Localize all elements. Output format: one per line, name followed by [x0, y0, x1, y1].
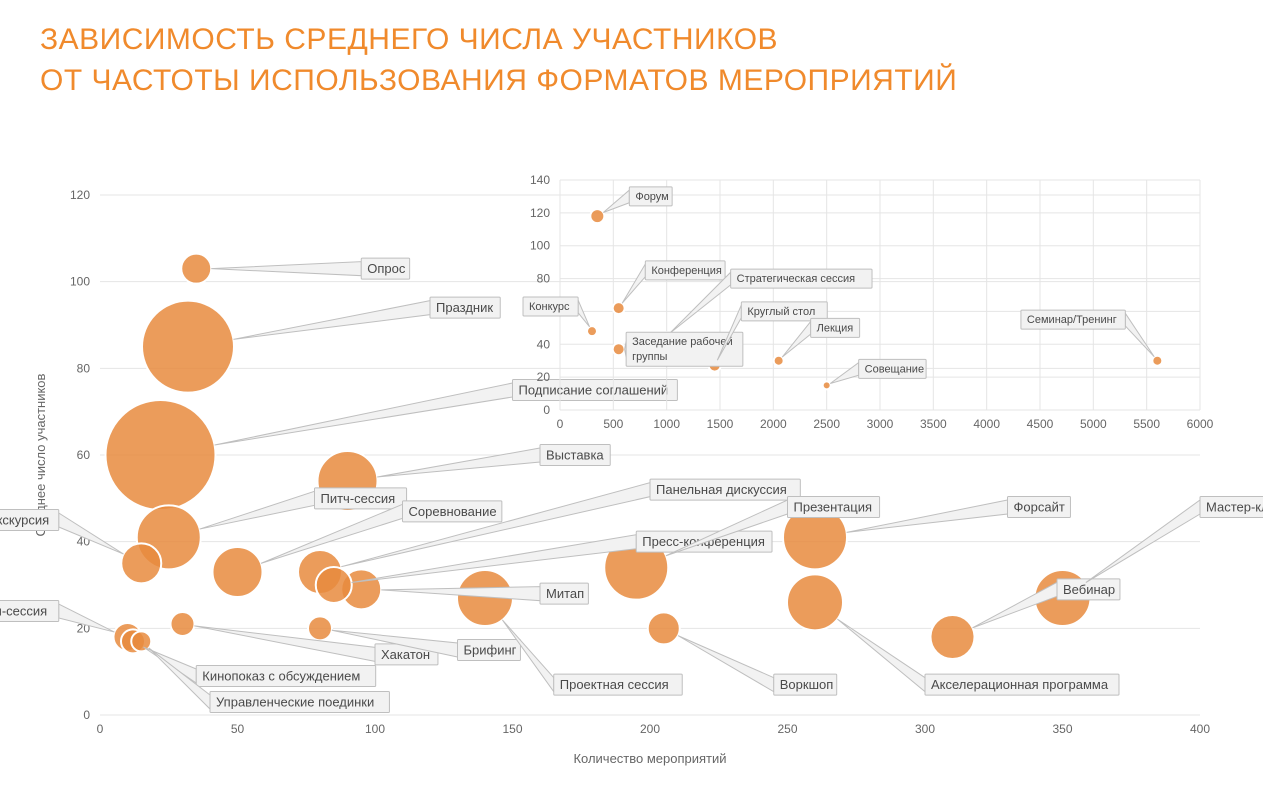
svg-text:100: 100 [530, 239, 550, 253]
bubble-label: Семинар/Тренинг [1027, 314, 1117, 326]
svg-text:50: 50 [231, 722, 245, 736]
svg-text:5500: 5500 [1133, 417, 1160, 431]
svg-text:2000: 2000 [760, 417, 787, 431]
bubble [787, 574, 843, 630]
svg-text:400: 400 [1190, 722, 1210, 736]
bubble [613, 302, 625, 314]
bubble [106, 400, 216, 510]
bubble-label: Выставка [546, 448, 604, 463]
svg-text:1500: 1500 [707, 417, 734, 431]
bubble [648, 612, 680, 644]
main-bubble-chart: 0 20 40 60 80 100 120 0 50 100 150 200 250 300 350 400 К… [0, 0, 1263, 810]
svg-text:0: 0 [97, 722, 104, 736]
bubble [590, 209, 604, 223]
svg-text:6000: 6000 [1187, 417, 1214, 431]
svg-text:5000: 5000 [1080, 417, 1107, 431]
svg-text:4500: 4500 [1027, 417, 1054, 431]
bubble-label: Питч-сессия [321, 491, 396, 506]
bubble-label: Подписание соглашений [519, 383, 669, 398]
bubble [131, 631, 151, 651]
bubble-label: Презентация [794, 500, 873, 515]
bubble-label: Опрос [367, 261, 406, 276]
svg-text:140: 140 [530, 173, 550, 187]
bubble [308, 616, 332, 640]
svg-text:60: 60 [77, 448, 91, 462]
bubble-label: Форум [635, 191, 668, 203]
svg-text:80: 80 [537, 272, 551, 286]
bubble [1152, 356, 1162, 366]
bubble-label: Дизайн-сессия [0, 604, 47, 619]
svg-text:2500: 2500 [813, 417, 840, 431]
bubble-label: Круглый стол [747, 306, 815, 318]
svg-text:80: 80 [77, 361, 91, 375]
svg-text:300: 300 [915, 722, 935, 736]
svg-text:Количество мероприятий: Количество мероприятий [573, 751, 726, 766]
bubble [316, 567, 352, 603]
bubble-label: Акселерационная программа [931, 677, 1109, 692]
svg-text:40: 40 [537, 337, 551, 351]
bubble-label: Соревнование [409, 504, 497, 519]
bubble-label: группы [632, 351, 667, 363]
svg-text:0: 0 [543, 403, 550, 417]
bubble [823, 381, 831, 389]
bubble-label: Конкурс [529, 301, 570, 313]
svg-text:120: 120 [70, 188, 90, 202]
bubble-label: Вебинар [1063, 582, 1115, 597]
bubble-label: Экскурсия [0, 513, 49, 528]
bubble-label: Заседание рабочей [632, 336, 732, 348]
bubble-label: Управленческие поединки [216, 695, 374, 710]
svg-text:350: 350 [1052, 722, 1072, 736]
svg-text:200: 200 [640, 722, 660, 736]
bubble [931, 615, 975, 659]
svg-text:120: 120 [530, 206, 550, 220]
svg-text:250: 250 [777, 722, 797, 736]
bubble [613, 343, 625, 355]
bubble [121, 543, 161, 583]
svg-text:0: 0 [557, 417, 564, 431]
svg-text:150: 150 [502, 722, 522, 736]
bubble-label: Проектная сессия [560, 677, 669, 692]
svg-text:3000: 3000 [867, 417, 894, 431]
bubble [142, 301, 234, 393]
svg-text:4000: 4000 [973, 417, 1000, 431]
svg-text:20: 20 [537, 370, 551, 384]
svg-text:3500: 3500 [920, 417, 947, 431]
bubble-label: Мастер-класс [1206, 500, 1263, 515]
bubble-label: Воркшоп [780, 677, 834, 692]
svg-text:0: 0 [83, 708, 90, 722]
bubble-label: Митап [546, 586, 584, 601]
bubble-label: Форсайт [1014, 500, 1065, 515]
svg-text:100: 100 [365, 722, 385, 736]
bubble-label: Конференция [651, 265, 722, 277]
bubble-label: Праздник [436, 300, 493, 315]
bubble [213, 547, 263, 597]
svg-text:100: 100 [70, 275, 90, 289]
bubble-label: Стратегическая сессия [737, 273, 855, 285]
bubble-label: Кинопоказ с обсуждением [202, 669, 360, 684]
svg-text:1000: 1000 [653, 417, 680, 431]
bubble [171, 612, 195, 636]
bubble-label: Совещание [865, 363, 924, 375]
bubble-label: Лекция [817, 322, 854, 334]
svg-text:500: 500 [603, 417, 623, 431]
bubble-label: Панельная дискуссия [656, 482, 787, 497]
bubble [181, 254, 211, 284]
bubble [587, 326, 597, 336]
bubble-label: Брифинг [464, 643, 517, 658]
